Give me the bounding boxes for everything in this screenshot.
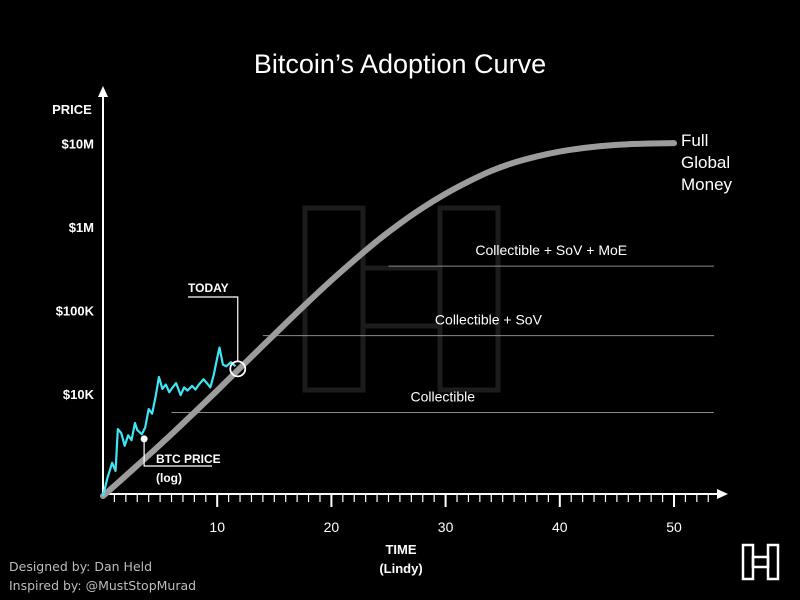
today-marker-circle bbox=[229, 360, 247, 378]
x-tick-label: 40 bbox=[552, 519, 568, 535]
x-tick-label: 10 bbox=[209, 519, 225, 535]
y-tick-label: $10K bbox=[63, 387, 95, 402]
adoption-curve-line bbox=[100, 140, 677, 500]
today-label: TODAY bbox=[188, 281, 229, 295]
watermark-logo bbox=[302, 205, 501, 393]
y-tick-label: $1M bbox=[69, 220, 94, 235]
y-axis-arrow bbox=[98, 86, 108, 97]
today-callout-line bbox=[188, 296, 239, 361]
y-axis-title: PRICE bbox=[52, 102, 92, 117]
level-label: Collectible + SoV + MoE bbox=[475, 242, 627, 258]
chart-title: Bitcoin’s Adoption Curve bbox=[254, 49, 546, 79]
level-label: Collectible bbox=[410, 389, 475, 405]
level-label: Collectible + SoV bbox=[435, 312, 543, 328]
x-axis-title: TIME bbox=[385, 542, 416, 557]
x-axis-arrow bbox=[717, 489, 728, 499]
x-tick-label: 20 bbox=[324, 519, 340, 535]
curve-end-label: Global bbox=[681, 153, 730, 172]
brand-logo bbox=[741, 543, 780, 581]
x-tick-label: 30 bbox=[438, 519, 454, 535]
btc-price-callout-line bbox=[143, 438, 212, 467]
x-axis-subtitle: (Lindy) bbox=[379, 561, 422, 576]
inspired-by-credit: Inspired by: @MustStopMurad bbox=[9, 578, 197, 593]
y-tick-label: $10M bbox=[61, 137, 94, 152]
btc-price-sublabel: (log) bbox=[156, 471, 182, 485]
curve-end-label: Money bbox=[681, 175, 733, 194]
btc-price-label: BTC PRICE bbox=[156, 452, 221, 466]
x-tick-label: 50 bbox=[666, 519, 682, 535]
btc-price-line bbox=[101, 346, 237, 497]
curve-end-label: Full bbox=[681, 131, 708, 150]
y-tick-label: $100K bbox=[56, 304, 95, 319]
designed-by-credit: Designed by: Dan Held bbox=[9, 559, 153, 574]
